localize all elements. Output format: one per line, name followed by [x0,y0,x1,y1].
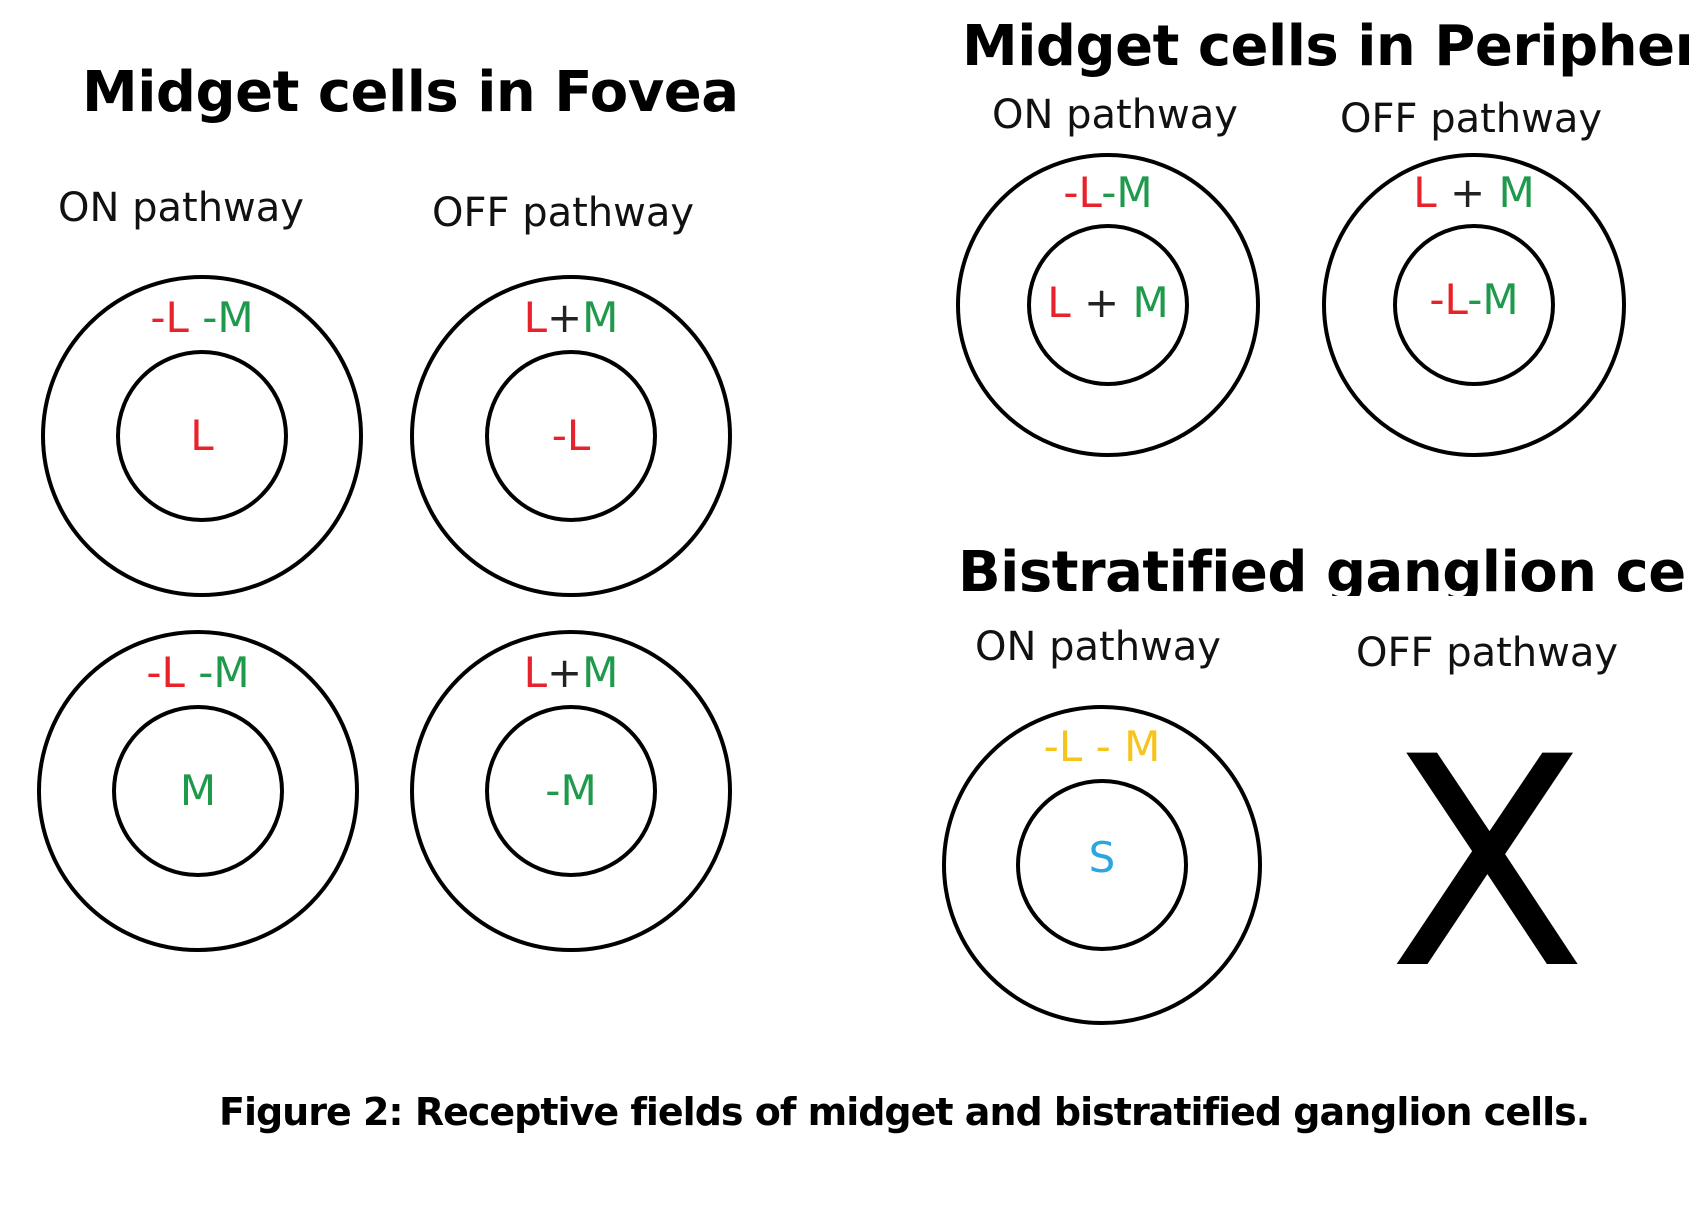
periphery-on-surround-label-part: -L [1063,168,1102,217]
fovea-off-m-center-surround-label-part: M [582,648,619,697]
periphery-off-center-label: -L-M [1429,279,1518,321]
periphery-off-surround-ring [1322,153,1626,457]
fovea-off-l-center-center-label-part: -L [551,411,591,460]
fovea-off-m-center-surround-ring [410,630,732,952]
periphery-on-center-ring [1027,224,1189,386]
fovea-off-m-center-surround-label-part: L [523,648,547,697]
fovea-on-l-center-surround-label: -L -M [150,297,253,339]
fovea-on-m-center-center-label: M [180,770,216,812]
fovea-on-l-center-center-ring [116,350,288,522]
periphery-on-label: ON pathway [992,92,1238,138]
bistratified-on-surround-ring [942,705,1262,1025]
bistratified-off-label: OFF pathway [1356,630,1619,676]
fovea-off-l-center-center-label: -L [552,415,591,457]
fovea-off-l-center-surround-ring [410,275,732,597]
periphery-off-center-label-part: -M [1467,275,1519,324]
periphery-off-surround-label: L + M [1413,172,1535,214]
fovea-off-m-center-surround-label: L+M [524,652,619,694]
fovea-off-l-center-surround-label-part: L [523,293,547,342]
fovea-off-l-center-surround-label-part: M [582,293,619,342]
periphery-on-center-label-part: M [1132,278,1169,327]
fovea-on-l-center-surround-ring [41,275,363,597]
bistratified-on-center-label: S [1089,837,1116,879]
fovea-on-m-center-center-label-part: M [179,766,217,815]
periphery-off-center-label-part: -L [1429,275,1468,324]
fovea-on-l-center-center-label-part: L [190,411,214,460]
periphery-off-surround-label-part: M [1498,168,1535,217]
fovea-on-l-center-surround-label-part: -M [188,293,254,342]
periphery-on-surround-label: -L-M [1063,172,1152,214]
fovea-off-label: OFF pathway [432,190,695,236]
periphery-title: Midget cells in Periphery [962,14,1689,79]
fovea-off-l-center-surround-label: L+M [524,297,619,339]
fovea-on-m-center-center-ring [112,705,284,877]
fovea-off-m-center-center-ring [485,705,657,877]
no-off-pathway-x-mark: X [1388,696,1587,1033]
fovea-off-l-center-center-ring [485,350,657,522]
bistratified-on-label: ON pathway [975,624,1221,670]
periphery-on-center-label: L + M [1047,282,1169,324]
bistratified-on-surround-label-part: -L - M [1043,722,1161,771]
periphery-on-center-label-part: L [1047,278,1071,327]
fovea-on-m-center-surround-label: -L -M [146,652,249,694]
bistratified-on-surround-label: -L - M [1044,726,1161,768]
periphery-on-surround-ring [956,153,1260,457]
fovea-on-label: ON pathway [58,185,304,231]
periphery-on-center-label-part: + [1070,278,1133,327]
fovea-on-m-center-surround-label-part: -L [146,648,185,697]
bistratified-on-center-label-part: S [1088,833,1116,882]
periphery-off-center-ring [1393,224,1555,386]
fovea-title: Midget cells in Fovea [82,60,739,125]
fovea-on-m-center-surround-ring [37,630,359,952]
bistratified-title: Bistratified ganglion cells [958,540,1689,596]
fovea-on-l-center-center-label: L [190,415,213,457]
fovea-on-l-center-surround-label-part: -L [150,293,189,342]
bistratified-on-center-ring [1016,779,1188,951]
fovea-off-l-center-surround-label-part: + [546,293,583,342]
periphery-off-surround-label-part: + [1436,168,1499,217]
fovea-off-m-center-center-label-part: -M [545,766,597,815]
periphery-off-surround-label-part: L [1413,168,1437,217]
fovea-off-m-center-center-label: -M [545,770,596,812]
periphery-off-label: OFF pathway [1340,96,1603,142]
fovea-on-m-center-surround-label-part: -M [184,648,250,697]
fovea-off-m-center-surround-label-part: + [546,648,583,697]
periphery-on-surround-label-part: -M [1101,168,1153,217]
figure-caption: Figure 2: Receptive fields of midget and… [219,1090,1590,1134]
